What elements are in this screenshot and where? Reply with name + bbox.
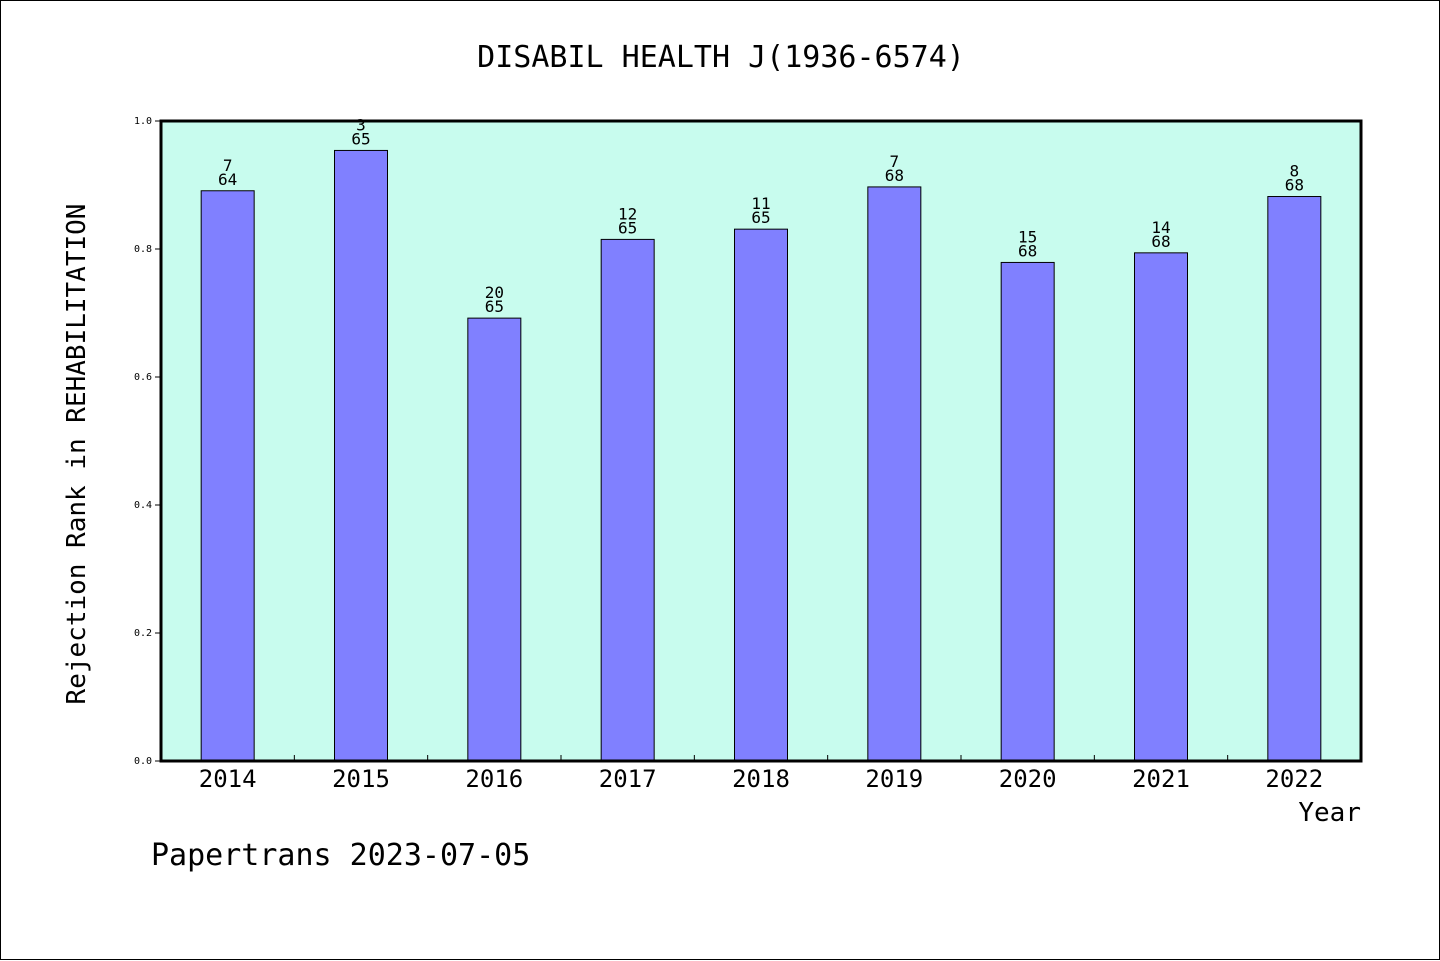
bar-label-top-2021: 14 [1151,218,1170,237]
y-tick-label: 1.0 [134,116,152,127]
y-tick-label: 0.8 [134,244,152,255]
bar-2017 [600,238,655,762]
bars-group [200,149,1322,762]
bar-2014 [200,190,255,762]
y-tick-label: 0.6 [134,372,152,383]
bar-label-top-2022: 8 [1290,162,1300,181]
bar-2016 [467,317,522,762]
y-axis-title: Rejection Rank in REHABILITATION [62,204,92,705]
plot-border [159,119,1363,763]
bar-label-bottom-2015: 65 [351,129,370,148]
bar-label-bottom-2022: 68 [1285,176,1304,195]
x-tick-label-2014: 2014 [199,765,257,793]
x-tick-label-2019: 2019 [865,765,923,793]
x-tick-label-2018: 2018 [732,765,790,793]
bar-2018 [734,228,788,762]
bar-2020 [1000,261,1055,762]
footer-text: Papertrans 2023-07-05 [151,838,530,873]
bar-label-bottom-2017: 65 [618,218,637,237]
x-tick-label-2021: 2021 [1132,765,1190,793]
bar-label-bottom-2014: 64 [218,170,237,189]
bar-label-top-2016: 20 [485,283,504,302]
y-tick-label: 0.0 [134,756,152,767]
bar-2019 [867,186,922,762]
x-axis-title: Year [1298,798,1361,828]
x-tick-label-2020: 2020 [999,765,1057,793]
bar-label-top-2019: 7 [890,152,900,171]
bar-label-top-2015: 3 [356,115,366,134]
bar-2015 [334,149,388,762]
x-tick-label-2017: 2017 [599,765,657,793]
x-tick-label-2022: 2022 [1265,765,1323,793]
y-tick-label: 0.4 [134,500,152,511]
bar-2022 [1267,196,1322,762]
bar-label-top-2017: 12 [618,204,637,223]
x-tick-label-2016: 2016 [465,765,523,793]
bar-label-bottom-2021: 68 [1151,232,1170,251]
bar-2021 [1134,252,1188,762]
y-axis: 0.0 0.2 0.4 0.6 0.8 1.0 [134,116,161,767]
x-tick-label-2015: 2015 [332,765,390,793]
x-axis: 2014 2015 2016 2017 2018 2019 2020 2021 2022 [199,755,1323,793]
bar-label-top-2014: 7 [223,156,233,175]
chart-title: DISABIL HEALTH J(1936-6574) [477,40,965,75]
bar-label-top-2020: 15 [1018,227,1037,246]
bar-label-bottom-2016: 65 [485,297,504,316]
bar-label-top-2018: 11 [751,194,770,213]
bar-label-bottom-2019: 68 [885,166,904,185]
bar-label-bottom-2018: 65 [751,208,770,227]
bar-label-bottom-2020: 68 [1018,241,1037,260]
y-tick-label: 0.2 [134,628,152,639]
